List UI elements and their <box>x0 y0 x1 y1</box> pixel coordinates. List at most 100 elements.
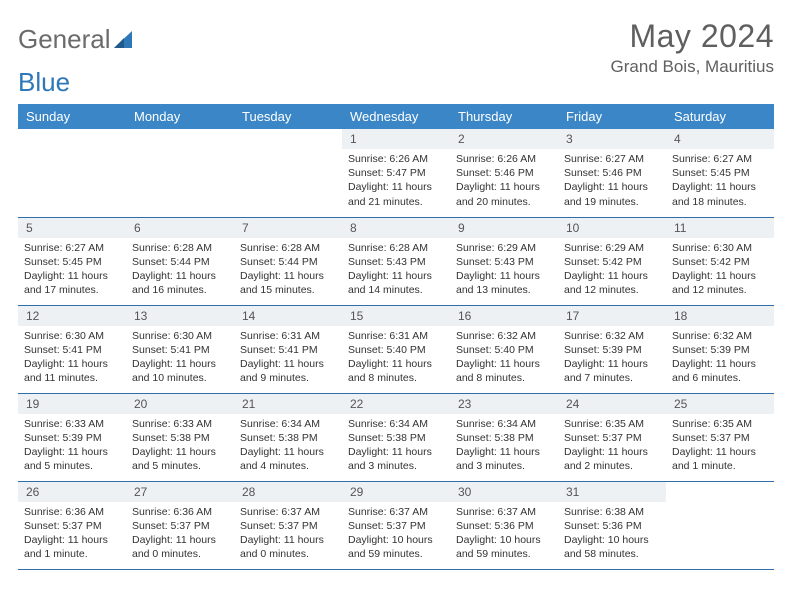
day-number: 3 <box>558 129 666 149</box>
weekday-header: Monday <box>126 104 234 129</box>
calendar-table: Sunday Monday Tuesday Wednesday Thursday… <box>18 104 774 570</box>
day-details: Sunrise: 6:30 AMSunset: 5:41 PMDaylight:… <box>18 326 126 390</box>
calendar-day-cell: 20Sunrise: 6:33 AMSunset: 5:38 PMDayligh… <box>126 393 234 481</box>
day-details: Sunrise: 6:31 AMSunset: 5:41 PMDaylight:… <box>234 326 342 390</box>
calendar-day-cell: 5Sunrise: 6:27 AMSunset: 5:45 PMDaylight… <box>18 217 126 305</box>
weekday-header: Saturday <box>666 104 774 129</box>
calendar-day-cell: 24Sunrise: 6:35 AMSunset: 5:37 PMDayligh… <box>558 393 666 481</box>
day-number <box>18 129 126 149</box>
calendar-day-cell: 22Sunrise: 6:34 AMSunset: 5:38 PMDayligh… <box>342 393 450 481</box>
day-number: 1 <box>342 129 450 149</box>
calendar-day-cell: 17Sunrise: 6:32 AMSunset: 5:39 PMDayligh… <box>558 305 666 393</box>
calendar-day-cell: 14Sunrise: 6:31 AMSunset: 5:41 PMDayligh… <box>234 305 342 393</box>
calendar-day-cell: 18Sunrise: 6:32 AMSunset: 5:39 PMDayligh… <box>666 305 774 393</box>
day-details: Sunrise: 6:27 AMSunset: 5:45 PMDaylight:… <box>666 149 774 213</box>
calendar-day-cell: 10Sunrise: 6:29 AMSunset: 5:42 PMDayligh… <box>558 217 666 305</box>
weekday-row: Sunday Monday Tuesday Wednesday Thursday… <box>18 104 774 129</box>
weekday-header: Tuesday <box>234 104 342 129</box>
day-details: Sunrise: 6:27 AMSunset: 5:46 PMDaylight:… <box>558 149 666 213</box>
calendar-week-row: 19Sunrise: 6:33 AMSunset: 5:39 PMDayligh… <box>18 393 774 481</box>
day-number <box>666 482 774 502</box>
day-details: Sunrise: 6:36 AMSunset: 5:37 PMDaylight:… <box>18 502 126 566</box>
calendar-day-cell: 1Sunrise: 6:26 AMSunset: 5:47 PMDaylight… <box>342 129 450 217</box>
day-number: 16 <box>450 306 558 326</box>
day-number: 6 <box>126 218 234 238</box>
day-number: 2 <box>450 129 558 149</box>
weekday-header: Sunday <box>18 104 126 129</box>
logo-sail-icon <box>113 30 135 50</box>
weekday-header: Wednesday <box>342 104 450 129</box>
day-number: 7 <box>234 218 342 238</box>
calendar-day-cell: 21Sunrise: 6:34 AMSunset: 5:38 PMDayligh… <box>234 393 342 481</box>
day-number: 22 <box>342 394 450 414</box>
calendar-day-cell: 28Sunrise: 6:37 AMSunset: 5:37 PMDayligh… <box>234 481 342 569</box>
day-details: Sunrise: 6:34 AMSunset: 5:38 PMDaylight:… <box>342 414 450 478</box>
day-details: Sunrise: 6:32 AMSunset: 5:39 PMDaylight:… <box>666 326 774 390</box>
calendar-week-row: 1Sunrise: 6:26 AMSunset: 5:47 PMDaylight… <box>18 129 774 217</box>
day-number <box>234 129 342 149</box>
day-number: 10 <box>558 218 666 238</box>
weekday-header: Friday <box>558 104 666 129</box>
calendar-day-cell: 16Sunrise: 6:32 AMSunset: 5:40 PMDayligh… <box>450 305 558 393</box>
day-details: Sunrise: 6:32 AMSunset: 5:40 PMDaylight:… <box>450 326 558 390</box>
day-number: 19 <box>18 394 126 414</box>
logo-word-general: General <box>18 24 111 55</box>
day-number: 20 <box>126 394 234 414</box>
logo-word-blue: Blue <box>18 67 70 98</box>
day-number: 17 <box>558 306 666 326</box>
calendar-day-cell <box>234 129 342 217</box>
calendar-day-cell: 3Sunrise: 6:27 AMSunset: 5:46 PMDaylight… <box>558 129 666 217</box>
calendar-week-row: 26Sunrise: 6:36 AMSunset: 5:37 PMDayligh… <box>18 481 774 569</box>
day-number: 23 <box>450 394 558 414</box>
day-number: 28 <box>234 482 342 502</box>
day-details: Sunrise: 6:31 AMSunset: 5:40 PMDaylight:… <box>342 326 450 390</box>
calendar-day-cell <box>666 481 774 569</box>
calendar-page: General May 2024 Grand Bois, Mauritius B… <box>0 0 792 580</box>
day-details: Sunrise: 6:34 AMSunset: 5:38 PMDaylight:… <box>450 414 558 478</box>
day-number: 11 <box>666 218 774 238</box>
day-number: 13 <box>126 306 234 326</box>
day-number <box>126 129 234 149</box>
day-details: Sunrise: 6:37 AMSunset: 5:37 PMDaylight:… <box>234 502 342 566</box>
day-details: Sunrise: 6:33 AMSunset: 5:38 PMDaylight:… <box>126 414 234 478</box>
location: Grand Bois, Mauritius <box>611 57 774 77</box>
calendar-day-cell: 13Sunrise: 6:30 AMSunset: 5:41 PMDayligh… <box>126 305 234 393</box>
day-details: Sunrise: 6:26 AMSunset: 5:46 PMDaylight:… <box>450 149 558 213</box>
day-number: 31 <box>558 482 666 502</box>
calendar-head: Sunday Monday Tuesday Wednesday Thursday… <box>18 104 774 129</box>
day-number: 12 <box>18 306 126 326</box>
day-details: Sunrise: 6:28 AMSunset: 5:43 PMDaylight:… <box>342 238 450 302</box>
calendar-day-cell: 8Sunrise: 6:28 AMSunset: 5:43 PMDaylight… <box>342 217 450 305</box>
day-number: 30 <box>450 482 558 502</box>
title-block: May 2024 Grand Bois, Mauritius <box>611 18 774 77</box>
day-number: 21 <box>234 394 342 414</box>
calendar-day-cell: 25Sunrise: 6:35 AMSunset: 5:37 PMDayligh… <box>666 393 774 481</box>
day-details: Sunrise: 6:37 AMSunset: 5:37 PMDaylight:… <box>342 502 450 566</box>
day-details: Sunrise: 6:36 AMSunset: 5:37 PMDaylight:… <box>126 502 234 566</box>
calendar-body: 1Sunrise: 6:26 AMSunset: 5:47 PMDaylight… <box>18 129 774 569</box>
day-number: 25 <box>666 394 774 414</box>
day-details: Sunrise: 6:27 AMSunset: 5:45 PMDaylight:… <box>18 238 126 302</box>
calendar-day-cell: 6Sunrise: 6:28 AMSunset: 5:44 PMDaylight… <box>126 217 234 305</box>
day-number: 5 <box>18 218 126 238</box>
day-details: Sunrise: 6:29 AMSunset: 5:43 PMDaylight:… <box>450 238 558 302</box>
calendar-day-cell: 15Sunrise: 6:31 AMSunset: 5:40 PMDayligh… <box>342 305 450 393</box>
weekday-header: Thursday <box>450 104 558 129</box>
day-details: Sunrise: 6:35 AMSunset: 5:37 PMDaylight:… <box>666 414 774 478</box>
day-number: 27 <box>126 482 234 502</box>
calendar-day-cell: 9Sunrise: 6:29 AMSunset: 5:43 PMDaylight… <box>450 217 558 305</box>
day-details: Sunrise: 6:26 AMSunset: 5:47 PMDaylight:… <box>342 149 450 213</box>
day-details: Sunrise: 6:33 AMSunset: 5:39 PMDaylight:… <box>18 414 126 478</box>
day-number: 9 <box>450 218 558 238</box>
calendar-day-cell: 19Sunrise: 6:33 AMSunset: 5:39 PMDayligh… <box>18 393 126 481</box>
calendar-day-cell: 27Sunrise: 6:36 AMSunset: 5:37 PMDayligh… <box>126 481 234 569</box>
day-details: Sunrise: 6:38 AMSunset: 5:36 PMDaylight:… <box>558 502 666 566</box>
calendar-day-cell: 2Sunrise: 6:26 AMSunset: 5:46 PMDaylight… <box>450 129 558 217</box>
day-details: Sunrise: 6:34 AMSunset: 5:38 PMDaylight:… <box>234 414 342 478</box>
day-details: Sunrise: 6:35 AMSunset: 5:37 PMDaylight:… <box>558 414 666 478</box>
calendar-week-row: 5Sunrise: 6:27 AMSunset: 5:45 PMDaylight… <box>18 217 774 305</box>
logo: General <box>18 18 135 55</box>
calendar-week-row: 12Sunrise: 6:30 AMSunset: 5:41 PMDayligh… <box>18 305 774 393</box>
calendar-day-cell: 7Sunrise: 6:28 AMSunset: 5:44 PMDaylight… <box>234 217 342 305</box>
day-number: 15 <box>342 306 450 326</box>
